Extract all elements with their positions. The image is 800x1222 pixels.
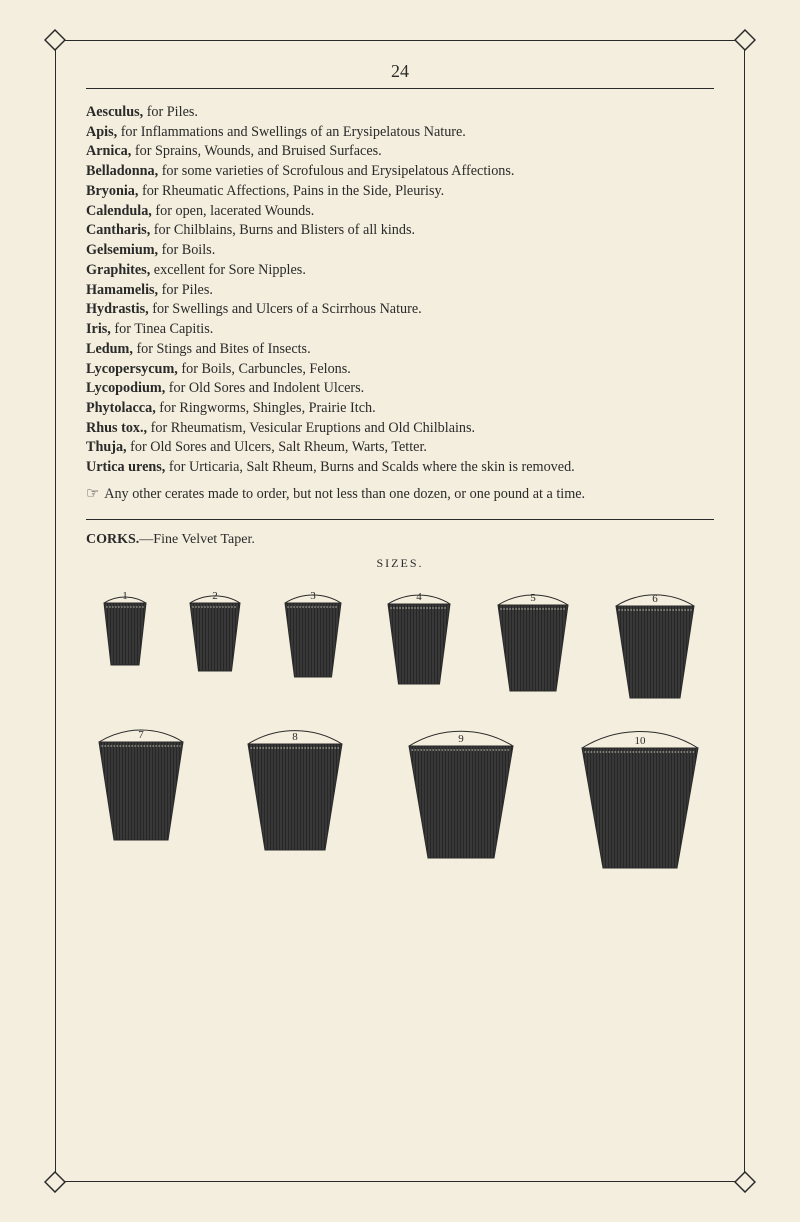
entry-desc: for Piles. — [158, 282, 213, 298]
entry-desc: for Sprains, Wounds, and Bruised Surface… — [131, 143, 381, 159]
corks-heading-term: CORKS. — [86, 532, 139, 547]
entry-desc: excellent for Sore Nipples. — [150, 262, 306, 278]
sizes-label: SIZES. — [86, 556, 714, 571]
entry-desc: for Old Sores and Indolent Ulcers. — [165, 380, 364, 396]
cork-size-illustration: 4 — [367, 579, 471, 702]
cork-size-illustration: 9 — [384, 714, 538, 872]
entry: Hydrastis, for Swellings and Ulcers of a… — [86, 300, 714, 319]
entry-desc: for Boils. — [158, 242, 215, 258]
cork-size-illustration: 7 — [76, 714, 206, 872]
entry-term: Gelsemium, — [86, 242, 158, 258]
cork-label: 7 — [138, 729, 144, 741]
entry-term: Iris, — [86, 321, 111, 337]
entry-desc: for Ringworms, Shingles, Prairie Itch. — [156, 400, 376, 416]
entry: Belladonna, for some varieties of Scrofu… — [86, 162, 714, 181]
corner-ornament-br — [734, 1171, 756, 1193]
footnote-text: Any other cerates made to order, but not… — [101, 486, 585, 502]
cork-label: 8 — [292, 731, 298, 743]
entry: Graphites, excellent for Sore Nipples. — [86, 261, 714, 280]
section-rule — [86, 519, 714, 520]
entry-term: Belladonna, — [86, 163, 158, 179]
cork-label: 2 — [212, 590, 218, 602]
entry-term: Cantharis, — [86, 222, 150, 238]
entry-desc: for Old Sores and Ulcers, Salt Rheum, Wa… — [127, 439, 427, 455]
entry-list: Aesculus, for Piles.Apis, for Inflammati… — [86, 103, 714, 477]
page: 24 Aesculus, for Piles.Apis, for Inflamm… — [0, 0, 800, 1222]
entry: Gelsemium, for Boils. — [86, 241, 714, 260]
entry-term: Lycopersycum, — [86, 361, 178, 377]
entry: Aesculus, for Piles. — [86, 103, 714, 122]
corks-heading: CORKS.—Fine Velvet Taper. — [86, 532, 714, 548]
entry-term: Lycopodium, — [86, 380, 165, 396]
page-number: 24 — [86, 61, 714, 82]
footnote: ☞ Any other cerates made to order, but n… — [86, 485, 714, 505]
entry-desc: for Stings and Bites of Insects. — [133, 341, 311, 357]
entry-desc: for Inflammations and Swellings of an Er… — [117, 124, 466, 140]
cork-label: 4 — [416, 591, 422, 603]
entry-term: Graphites, — [86, 262, 150, 278]
entry: Bryonia, for Rheumatic Affections, Pains… — [86, 182, 714, 201]
entry-term: Bryonia, — [86, 183, 138, 199]
entry-desc: for open, lacerated Wounds. — [152, 203, 314, 219]
frame-border: 24 Aesculus, for Piles.Apis, for Inflamm… — [55, 40, 745, 1182]
entry: Rhus tox., for Rheumatism, Vesicular Eru… — [86, 419, 714, 438]
entry-desc: for Chilblains, Burns and Blisters of al… — [150, 222, 415, 238]
entry-term: Hamamelis, — [86, 282, 158, 298]
cork-size-illustration: 2 — [171, 579, 259, 702]
cork-label: 3 — [310, 590, 316, 602]
entry-term: Phytolacca, — [86, 400, 156, 416]
entry: Lycopersycum, for Boils, Carbuncles, Fel… — [86, 360, 714, 379]
entry-desc: for Tinea Capitis. — [111, 321, 213, 337]
cork-label: 5 — [530, 592, 536, 604]
cork-row-1: 1 2 3 4 5 6 — [86, 579, 714, 702]
cork-label: 10 — [635, 735, 647, 747]
cork-size-illustration: 10 — [556, 714, 724, 872]
manicule-icon: ☞ — [86, 486, 99, 502]
entry: Lycopodium, for Old Sores and Indolent U… — [86, 379, 714, 398]
cork-size-illustration: 5 — [477, 579, 589, 702]
entry-term: Rhus tox., — [86, 420, 147, 436]
entry: Arnica, for Sprains, Wounds, and Bruised… — [86, 142, 714, 161]
entry-desc: for some varieties of Scrofulous and Ery… — [158, 163, 514, 179]
cork-label: 9 — [458, 733, 464, 745]
entry-term: Calendula, — [86, 203, 152, 219]
entry-desc: for Swellings and Ulcers of a Scirrhous … — [149, 301, 422, 317]
entry-term: Apis, — [86, 124, 117, 140]
entry: Phytolacca, for Ringworms, Shingles, Pra… — [86, 399, 714, 418]
entry-term: Urtica urens, — [86, 459, 165, 475]
entry-desc: for Boils, Carbuncles, Felons. — [178, 361, 351, 377]
entry-desc: for Rheumatic Affections, Pains in the S… — [138, 183, 444, 199]
entry: Apis, for Inflammations and Swellings of… — [86, 123, 714, 142]
cork-row-2: 7 8 9 10 — [86, 714, 714, 872]
entry-term: Hydrastis, — [86, 301, 149, 317]
corks-heading-desc: —Fine Velvet Taper. — [139, 532, 255, 547]
entry: Ledum, for Stings and Bites of Insects. — [86, 340, 714, 359]
entry-term: Aesculus, — [86, 104, 143, 120]
entry-desc: for Urticaria, Salt Rheum, Burns and Sca… — [165, 459, 574, 475]
corner-ornament-tr — [734, 29, 756, 51]
corner-ornament-tl — [44, 29, 66, 51]
corner-ornament-bl — [44, 1171, 66, 1193]
entry-term: Arnica, — [86, 143, 131, 159]
entry-desc: for Piles. — [143, 104, 198, 120]
cork-size-illustration: 8 — [224, 714, 366, 872]
cork-size-illustration: 3 — [265, 579, 361, 702]
cork-label: 6 — [652, 593, 658, 605]
entry: Hamamelis, for Piles. — [86, 281, 714, 300]
cork-size-illustration: 6 — [595, 579, 715, 702]
cork-size-illustration: 1 — [85, 579, 165, 702]
entry: Calendula, for open, lacerated Wounds. — [86, 202, 714, 221]
top-rule — [86, 88, 714, 89]
entry-desc: for Rheumatism, Vesicular Eruptions and … — [147, 420, 475, 436]
entry: Cantharis, for Chilblains, Burns and Bli… — [86, 221, 714, 240]
entry: Iris, for Tinea Capitis. — [86, 320, 714, 339]
entry-term: Ledum, — [86, 341, 133, 357]
entry-term: Thuja, — [86, 439, 127, 455]
entry: Urtica urens, for Urticaria, Salt Rheum,… — [86, 458, 714, 477]
entry: Thuja, for Old Sores and Ulcers, Salt Rh… — [86, 438, 714, 457]
cork-label: 1 — [122, 590, 128, 602]
